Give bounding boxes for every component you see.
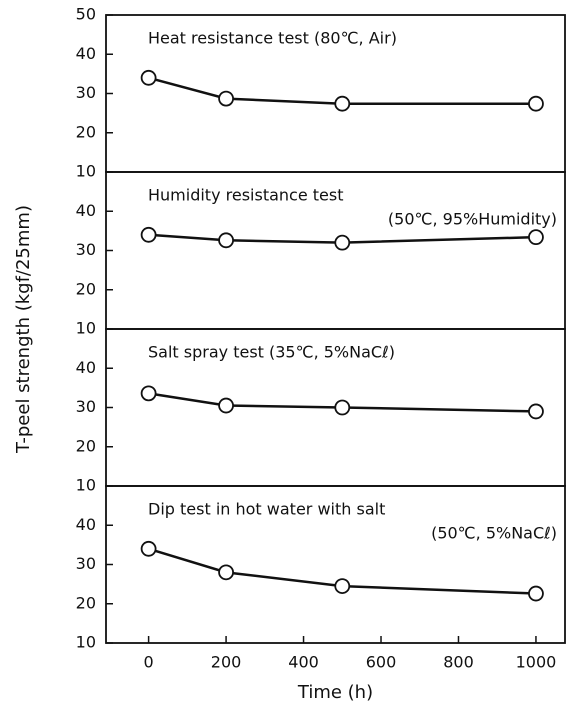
- marker: [334, 399, 351, 416]
- y-tick-label: 20: [76, 279, 96, 298]
- x-tick-label: 600: [366, 653, 397, 672]
- marker: [334, 578, 351, 594]
- line: [148, 233, 536, 244]
- x-tick-label: 0: [144, 653, 154, 672]
- marker: [140, 226, 157, 243]
- y-tick-label: 10: [76, 633, 96, 652]
- marker: [528, 585, 544, 602]
- y-tick-label: 40: [76, 515, 96, 534]
- y-tick-label: 10: [76, 476, 96, 495]
- marker: [528, 229, 544, 246]
- panel-subtitle: (50℃, 95%Humidity): [388, 210, 557, 229]
- marker: [334, 234, 351, 251]
- y-tick-label: 40: [76, 44, 96, 63]
- marker: [528, 95, 544, 112]
- y-tick-label: 20: [76, 593, 96, 612]
- panel-title: Humidity resistance test: [148, 186, 344, 205]
- x-tick-label: 1000: [516, 653, 557, 672]
- y-tick-label: 50: [76, 5, 96, 24]
- marker: [140, 540, 157, 557]
- panel-title: Heat resistance test (80℃, Air): [148, 29, 397, 48]
- y-tick-label: 30: [76, 83, 96, 102]
- y-tick-label: 40: [76, 358, 96, 377]
- marker: [218, 90, 234, 107]
- marker: [334, 95, 351, 112]
- y-tick-label: 20: [76, 436, 96, 455]
- marker: [528, 403, 544, 420]
- x-axis-label: Time (h): [297, 682, 373, 703]
- y-tick-label: 30: [76, 240, 96, 259]
- x-tick-label: 200: [211, 653, 242, 672]
- line: [148, 547, 536, 595]
- panel-title: Salt spray test (35℃, 5%NaCℓ): [148, 343, 395, 362]
- y-tick-label: 10: [76, 162, 96, 181]
- marker: [218, 397, 234, 414]
- marker: [218, 232, 234, 249]
- y-tick-label: 10: [76, 319, 96, 338]
- line: [148, 392, 536, 413]
- marker: [218, 564, 234, 581]
- x-tick-label: 400: [288, 653, 319, 672]
- marker: [140, 385, 157, 402]
- y-axis-label: T-peel strength (kgf/25mm): [13, 205, 34, 454]
- line: [148, 76, 536, 105]
- y-tick-label: 40: [76, 201, 96, 220]
- y-tick-label: 30: [76, 397, 96, 416]
- panel-subtitle: (50℃, 5%NaCℓ): [431, 524, 557, 543]
- x-tick-label: 800: [443, 653, 474, 672]
- marker: [140, 69, 157, 86]
- y-tick-label: 30: [76, 554, 96, 573]
- panel-title: Dip test in hot water with salt: [148, 500, 385, 519]
- y-tick-label: 20: [76, 122, 96, 141]
